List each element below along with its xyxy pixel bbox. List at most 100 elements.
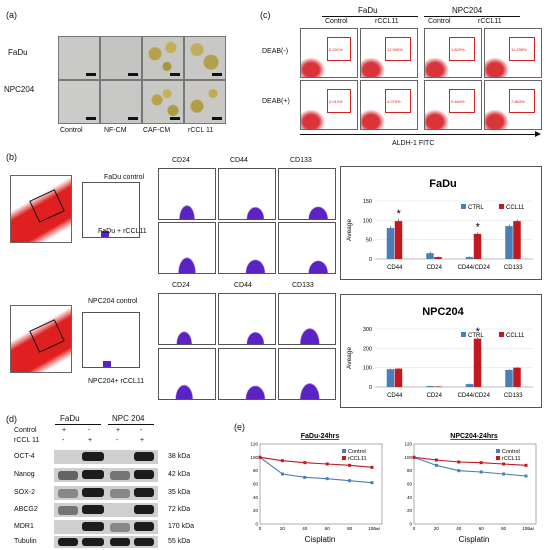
gate xyxy=(509,89,535,113)
flow-plot-npc-control-deab-minus: 1.820% xyxy=(424,28,482,78)
legend-label: CCL11 xyxy=(506,333,525,339)
y-tick-label: 100 xyxy=(404,455,412,460)
legend-label: CTRL xyxy=(468,333,484,339)
legend-label: Control xyxy=(502,449,520,455)
panel-a-col-nfcm: NF-CM xyxy=(104,127,127,134)
y-tick-label: 60 xyxy=(407,482,413,487)
y-tick-label: 0 xyxy=(369,257,372,263)
gate-percentage: 0.031% xyxy=(329,47,343,52)
y-tick-label: 40 xyxy=(407,495,413,500)
significance-marker: * xyxy=(476,326,481,338)
bar-ctrl xyxy=(465,257,474,259)
gate xyxy=(509,37,535,61)
x-unit-label: uM xyxy=(374,526,380,531)
legend-label: CCL11 xyxy=(506,205,525,211)
band xyxy=(82,522,104,531)
hist-npc-rccl11-cd133 xyxy=(278,348,336,400)
protein-label: SOX-2 xyxy=(14,489,36,496)
panel-c-row-deab-plus: DEAB(+) xyxy=(262,98,290,105)
hist-fadu-rccl11-cd133 xyxy=(278,222,336,274)
treat-control-label: Control xyxy=(14,427,37,434)
panel-d-group-fadu: FaDu xyxy=(60,414,80,423)
micrograph-npc-cafcm xyxy=(142,80,184,124)
scale-bar xyxy=(86,117,96,120)
y-tick-label: 60 xyxy=(253,482,259,487)
panel-a-col-rccl11: rCCL 11 xyxy=(188,127,214,134)
gate xyxy=(327,89,351,113)
x-tick-label: 80 xyxy=(501,526,507,531)
panel-c-col-npc-rccl11: rCCL11 xyxy=(478,18,502,25)
data-point-rccl11 xyxy=(457,460,461,464)
micrograph-fadu-cafcm xyxy=(142,36,184,80)
x-axis-label: Cisplatin xyxy=(459,535,490,544)
y-tick-label: 0 xyxy=(255,522,258,527)
legend-label: rCCL11 xyxy=(348,456,367,462)
band xyxy=(110,538,130,546)
marker-cd44-npc: CD44 xyxy=(234,282,252,289)
bar-ccl11 xyxy=(473,233,482,259)
panel-c-label: (c) xyxy=(260,10,271,20)
blot-nanog xyxy=(54,468,158,482)
scale-bar xyxy=(212,117,222,120)
hist-fadu-control-cd44 xyxy=(218,168,276,220)
series-line-rccl11 xyxy=(259,456,373,468)
gate xyxy=(327,37,351,61)
hist-npc-rccl11-cd24 xyxy=(158,348,216,400)
protein-label: OCT-4 xyxy=(14,453,35,460)
bar-ctrl xyxy=(505,226,513,259)
sign: + xyxy=(88,437,93,444)
y-tick-label: 120 xyxy=(250,442,258,447)
band xyxy=(58,471,78,480)
blot-sox2 xyxy=(54,486,158,500)
panel-c-row-deab-minus: DEAB(-) xyxy=(262,48,289,55)
panel-c-group-fadu: FaDu xyxy=(358,6,378,15)
y-tick-label: 0 xyxy=(369,385,372,391)
band xyxy=(134,488,154,497)
bar-chart-npc204: NPC204 Aveage 0 100 200 300 CD44 CD24 CD44/CD24 *… xyxy=(346,306,533,399)
group-underline xyxy=(55,424,101,425)
sign: + xyxy=(140,437,145,444)
chart-title: NPC204 xyxy=(422,306,464,318)
chart-title: FaDu-24hrs xyxy=(301,433,340,440)
band xyxy=(134,522,154,531)
data-point-control xyxy=(524,474,528,478)
x-tick-label: 0 xyxy=(413,526,416,531)
x-tick-label: 100 xyxy=(522,526,530,531)
gate xyxy=(449,37,475,61)
gate xyxy=(449,89,475,113)
flow-plot-npc-rccl11-deab-minus: 11.938% xyxy=(484,28,542,78)
bar-ctrl xyxy=(386,228,395,259)
data-point-rccl11 xyxy=(524,463,528,467)
data-point-rccl11 xyxy=(348,463,352,467)
marker-cd44-fadu: CD44 xyxy=(230,157,248,164)
gate-percentage: 7.663% xyxy=(511,99,525,104)
panel-d-label: (d) xyxy=(6,414,17,424)
series-line-control xyxy=(413,456,527,477)
scatter-plot-fadu xyxy=(10,175,72,243)
data-point-rccl11 xyxy=(370,465,374,469)
x-tick-label: 40 xyxy=(456,526,462,531)
data-point-control xyxy=(303,475,307,479)
legend-label: CTRL xyxy=(468,205,484,211)
gate-percentage: 12.900% xyxy=(387,47,403,52)
y-tick-label: 100 xyxy=(363,366,372,372)
marker-cd24-npc: CD24 xyxy=(172,282,190,289)
sign: - xyxy=(88,427,91,434)
category-label: CD24 xyxy=(427,265,443,271)
category-label: CD44/CD24 xyxy=(458,393,491,399)
sign: - xyxy=(116,437,119,444)
legend-swatch xyxy=(499,204,504,209)
blot-oct4 xyxy=(54,450,158,464)
micrograph-npc-nfcm xyxy=(100,80,142,124)
flow-plot-fadu-rccl11-deab-minus: 12.900% xyxy=(360,28,418,78)
blot-mdr1 xyxy=(54,520,158,534)
panel-a-col-cafcm: CAF-CM xyxy=(143,127,171,134)
x-unit-label: uM xyxy=(528,526,534,531)
y-tick-label: 0 xyxy=(409,522,412,527)
y-tick-label: 20 xyxy=(407,508,413,513)
micrograph-npc-control xyxy=(58,80,100,124)
band xyxy=(110,523,130,532)
band xyxy=(58,489,78,498)
group-underline xyxy=(322,16,418,17)
